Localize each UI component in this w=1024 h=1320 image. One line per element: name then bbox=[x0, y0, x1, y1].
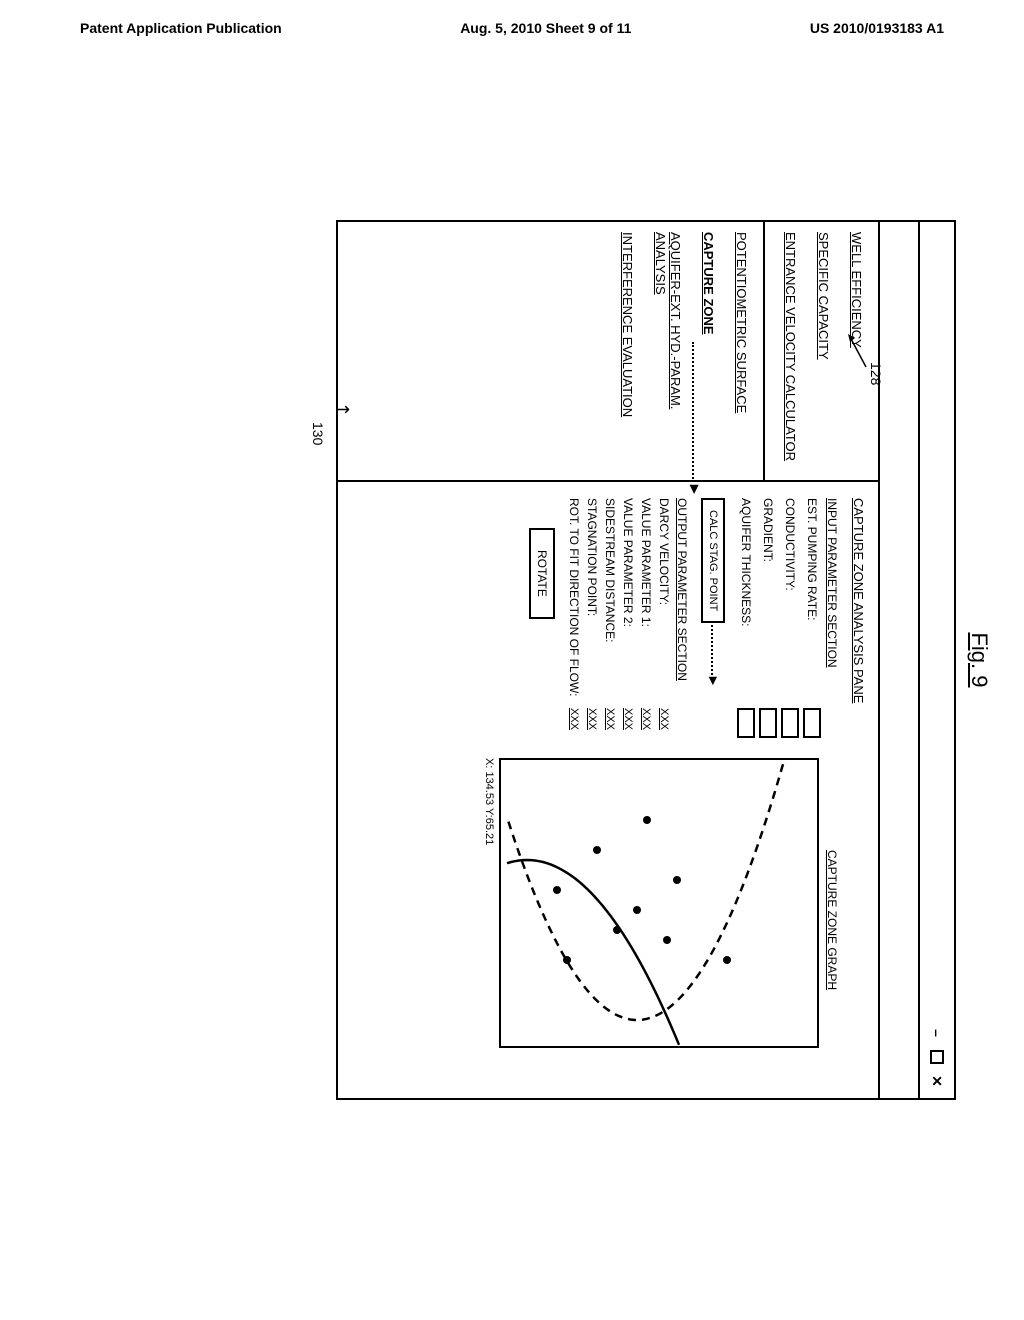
gradient-input[interactable] bbox=[759, 708, 777, 738]
calc-stag-button[interactable]: CALC STAG. POINT bbox=[701, 498, 725, 623]
ref-130: 130 bbox=[310, 422, 326, 445]
nav-entrance-velocity[interactable]: ENTRANCE VELOCITY CALCULATOR bbox=[783, 232, 798, 470]
output-value: XXX bbox=[568, 708, 580, 738]
pumping-rate-input[interactable] bbox=[803, 708, 821, 738]
output-row: DARCY VELOCITY: XXX bbox=[657, 498, 671, 738]
rotate-button[interactable]: ROTATE bbox=[529, 528, 555, 619]
nav-aquifer-ext[interactable]: AQUIFER-EXT. HYD.-PARAM. ANALYSIS bbox=[653, 232, 683, 470]
nav-interference[interactable]: INTERFERENCE EVALUATION bbox=[620, 232, 635, 470]
output-value: XXX bbox=[622, 708, 634, 738]
output-row: ROT. TO FIT DIRECTION OF FLOW: XXX bbox=[567, 498, 581, 738]
graph-svg bbox=[497, 760, 817, 1050]
output-label: VALUE PARAMETER 1: bbox=[639, 498, 653, 702]
output-label: SIDESTREAM DISTANCE: bbox=[603, 498, 617, 702]
ref-arrow-icon bbox=[848, 332, 868, 372]
output-value: XXX bbox=[658, 708, 670, 738]
aquifer-thickness-input[interactable] bbox=[737, 708, 755, 738]
graph-title: CAPTURE ZONE GRAPH bbox=[825, 758, 839, 1082]
output-label: VALUE PARAMETER 2: bbox=[621, 498, 635, 702]
figure-label: Fig. 9 bbox=[966, 148, 992, 1172]
header-left: Patent Application Publication bbox=[80, 20, 282, 36]
minimize-icon[interactable] bbox=[928, 1024, 946, 1042]
nav-divider bbox=[763, 222, 765, 480]
output-label: ROT. TO FIT DIRECTION OF FLOW: bbox=[567, 498, 581, 702]
input-label: GRADIENT: bbox=[761, 498, 775, 702]
output-row: STAGNATION POINT: XXX bbox=[585, 498, 599, 738]
input-row: CONDUCTIVITY: bbox=[781, 498, 799, 738]
nav-panel: 128 WELL EFFICIENCY SPECIFIC CAPACITY EN… bbox=[338, 222, 878, 482]
output-value: XXX bbox=[604, 708, 616, 738]
output-section-title: OUTPUT PARAMETER SECTION bbox=[675, 498, 689, 738]
output-label: DARCY VELOCITY: bbox=[657, 498, 671, 702]
calc-arrow-icon bbox=[711, 625, 713, 675]
output-value: XXX bbox=[586, 708, 598, 738]
pane-title: CAPTURE ZONE ANALYSIS PANE bbox=[851, 498, 866, 1082]
close-icon[interactable] bbox=[928, 1072, 946, 1090]
graph-coords: X: 134.53 Y:65.21 bbox=[483, 758, 495, 1082]
maximize-icon[interactable] bbox=[930, 1050, 944, 1064]
output-label: STAGNATION POINT: bbox=[585, 498, 599, 702]
output-row: SIDESTREAM DISTANCE: XXX bbox=[603, 498, 617, 738]
capture-zone-graph bbox=[499, 758, 819, 1048]
nav-capture-zone[interactable]: CAPTURE ZONE bbox=[701, 232, 716, 470]
input-row: GRADIENT: bbox=[759, 498, 777, 738]
input-section-title: INPUT PARAMETER SECTION bbox=[825, 498, 839, 738]
nav-specific-capacity[interactable]: SPECIFIC CAPACITY bbox=[816, 232, 831, 470]
header-right: US 2010/0193183 A1 bbox=[810, 20, 944, 36]
input-label: EST. PUMPING RATE: bbox=[805, 498, 819, 702]
dotted-arrow-icon bbox=[692, 342, 694, 482]
output-row: VALUE PARAMETER 1: XXX bbox=[639, 498, 653, 738]
input-row: EST. PUMPING RATE: bbox=[803, 498, 821, 738]
input-label: AQUIFER THICKNESS: bbox=[739, 498, 753, 702]
calc-button-label: CALC STAG. POINT bbox=[707, 510, 719, 611]
ref-128: 128 bbox=[868, 362, 884, 385]
input-label: CONDUCTIVITY: bbox=[783, 498, 797, 702]
content-panel: CAPTURE ZONE ANALYSIS PANE INPUT PARAMET… bbox=[338, 482, 878, 1098]
title-bar bbox=[918, 222, 954, 1098]
conductivity-input[interactable] bbox=[781, 708, 799, 738]
output-row: VALUE PARAMETER 2: XXX bbox=[621, 498, 635, 738]
toolbar bbox=[878, 222, 918, 1098]
input-row: AQUIFER THICKNESS: bbox=[737, 498, 755, 738]
header-center: Aug. 5, 2010 Sheet 9 of 11 bbox=[460, 20, 631, 36]
output-value: XXX bbox=[640, 708, 652, 738]
app-window: 128 WELL EFFICIENCY SPECIFIC CAPACITY EN… bbox=[336, 220, 956, 1100]
ref-130-arrow-icon: ↙ bbox=[330, 397, 356, 423]
nav-potentiometric[interactable]: POTENTIOMETRIC SURFACE bbox=[734, 232, 749, 470]
